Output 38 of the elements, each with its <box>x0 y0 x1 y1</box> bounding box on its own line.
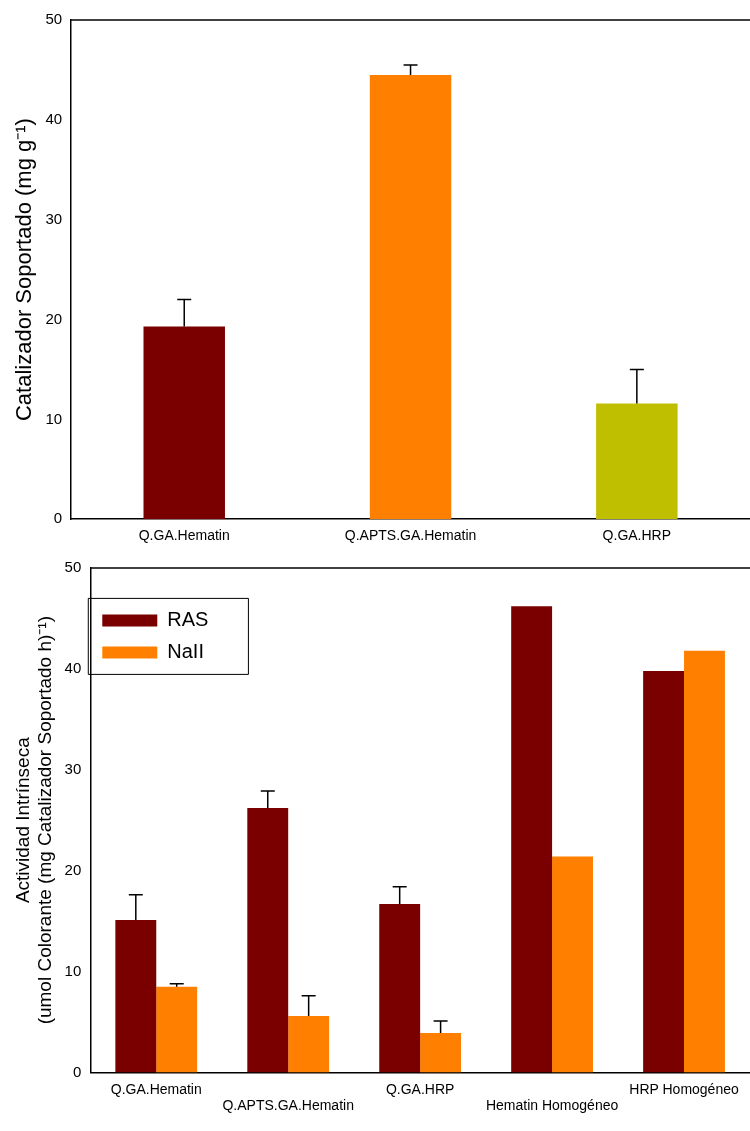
y-tick-label: 0 <box>72 1062 82 1080</box>
bar <box>369 74 452 520</box>
y-tick-label: 10 <box>64 961 82 979</box>
x-tick-label: Q.APTS.GA.Hematin <box>344 527 477 544</box>
x-tick-label: Hematin Homogéneo <box>485 1097 619 1114</box>
bar <box>115 920 157 1073</box>
y-tick-label: 20 <box>45 309 63 327</box>
y-tick-label: 10 <box>45 409 63 427</box>
bar <box>156 986 198 1073</box>
x-tick-label: Q.APTS.GA.Hematin <box>222 1097 354 1114</box>
bar <box>247 808 289 1073</box>
bar <box>511 606 553 1073</box>
y-tick-label: 50 <box>45 10 63 28</box>
text: Actividad Intrínseca <box>11 737 33 904</box>
legend-label: NaII <box>167 639 204 662</box>
bar <box>684 650 725 1073</box>
y-tick-label: 40 <box>64 659 82 677</box>
bar <box>288 1015 330 1073</box>
x-tick-label: HRP Homogéneo <box>629 1080 739 1097</box>
bar <box>552 856 593 1073</box>
y-tick-label: 30 <box>45 209 63 227</box>
bar <box>643 670 685 1073</box>
x-tick-label: Q.GA.HRP <box>385 1080 455 1097</box>
y-tick-label: 20 <box>64 860 82 878</box>
bar <box>143 326 225 520</box>
y-tick-label: 30 <box>64 759 82 777</box>
y-tick-label: 40 <box>45 109 63 127</box>
legend-label: RAS <box>167 607 209 630</box>
y-tick-label: 50 <box>64 558 82 576</box>
bar <box>379 903 421 1073</box>
x-tick-label: Q.GA.Hematin <box>110 1080 202 1097</box>
bar <box>596 403 678 520</box>
x-tick-label: Q.GA.Hematin <box>138 527 230 544</box>
y-axis-title: Catalizador Soportado (mg g⁻¹) <box>11 118 37 422</box>
bar <box>420 1033 462 1073</box>
x-tick-label: Q.GA.HRP <box>602 527 672 544</box>
y-tick-label: 0 <box>53 509 63 527</box>
text: (umol Colorante (mg Catalizador Soportado h)⁻¹) <box>34 616 56 1025</box>
